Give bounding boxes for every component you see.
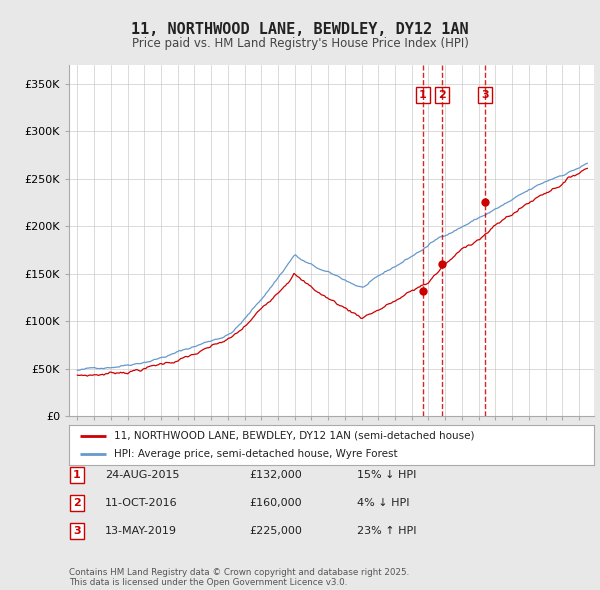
Text: 3: 3: [73, 526, 80, 536]
Text: 11-OCT-2016: 11-OCT-2016: [105, 498, 178, 507]
Text: 24-AUG-2015: 24-AUG-2015: [105, 470, 179, 480]
Text: 1: 1: [73, 470, 80, 480]
Text: 15% ↓ HPI: 15% ↓ HPI: [357, 470, 416, 480]
Text: £225,000: £225,000: [249, 526, 302, 536]
Text: £132,000: £132,000: [249, 470, 302, 480]
Text: 1: 1: [419, 90, 427, 100]
Text: 4% ↓ HPI: 4% ↓ HPI: [357, 498, 409, 507]
Text: 3: 3: [481, 90, 488, 100]
Text: Price paid vs. HM Land Registry's House Price Index (HPI): Price paid vs. HM Land Registry's House …: [131, 37, 469, 50]
Text: £160,000: £160,000: [249, 498, 302, 507]
Text: 11, NORTHWOOD LANE, BEWDLEY, DY12 1AN: 11, NORTHWOOD LANE, BEWDLEY, DY12 1AN: [131, 22, 469, 37]
Text: 11, NORTHWOOD LANE, BEWDLEY, DY12 1AN (semi-detached house): 11, NORTHWOOD LANE, BEWDLEY, DY12 1AN (s…: [113, 431, 474, 441]
Text: HPI: Average price, semi-detached house, Wyre Forest: HPI: Average price, semi-detached house,…: [113, 449, 397, 459]
Text: 2: 2: [437, 90, 445, 100]
Text: 2: 2: [73, 498, 80, 507]
Text: 23% ↑ HPI: 23% ↑ HPI: [357, 526, 416, 536]
Text: 13-MAY-2019: 13-MAY-2019: [105, 526, 177, 536]
Text: Contains HM Land Registry data © Crown copyright and database right 2025.
This d: Contains HM Land Registry data © Crown c…: [69, 568, 409, 587]
